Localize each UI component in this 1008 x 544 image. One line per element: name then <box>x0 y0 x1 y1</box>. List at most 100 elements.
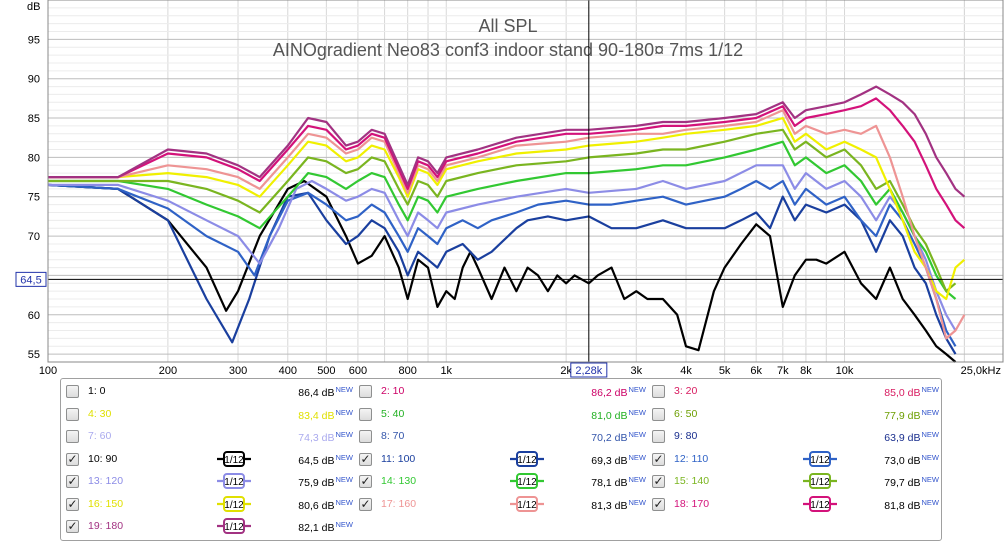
swatch-smoothing-label: 1/12 <box>517 477 537 488</box>
x-tick-label: 25,0kHz <box>961 365 1001 377</box>
legend-new-badge: NEW <box>921 497 940 507</box>
y-tick-label: 75 <box>28 192 40 204</box>
legend-item[interactable]: ✓ 11: 100 1/12 69,3 dBNEW <box>354 450 646 471</box>
legend-item[interactable]: ✓ 12: 110 1/12 73,0 dBNEW <box>647 450 940 471</box>
legend-value-text: 64,5 dB <box>298 454 335 467</box>
y-tick-label: 80 <box>28 152 40 164</box>
y-tick-label: 60 <box>28 310 40 322</box>
swatch-smoothing-label: 1/12 <box>810 500 830 511</box>
x-tick-label: 600 <box>349 365 367 377</box>
cursor-x-readout-box <box>570 362 608 378</box>
x-tick-label: 4k <box>680 365 692 377</box>
legend-new-badge: NEW <box>335 475 354 484</box>
legend-item[interactable]: 9: 80 63,9 dBNEW <box>647 428 940 448</box>
legend-swatch-button[interactable]: 1/12 <box>803 473 837 489</box>
legend-new-badge: NEW <box>921 430 940 439</box>
checkbox-unchecked[interactable] <box>652 407 665 421</box>
legend-swatch-button[interactable]: 1/12 <box>510 495 544 512</box>
checkbox-checked[interactable]: ✓ <box>66 451 79 466</box>
legend-item[interactable]: ✓ 15: 140 1/12 79,7 dBNEW <box>647 473 939 493</box>
checkbox-unchecked[interactable] <box>66 385 79 398</box>
legend-item-value: 86,4 dBNEW <box>281 385 353 399</box>
legend-item[interactable]: ✓ 10: 90 1/12 64,5 dBNEW <box>61 450 353 471</box>
legend-swatch-button[interactable]: 1/12 <box>510 473 544 489</box>
series-line-19 <box>48 85 966 198</box>
legend-new-badge: NEW <box>921 475 940 484</box>
checkbox-checked[interactable]: ✓ <box>359 496 372 511</box>
swatch-smoothing-label: 1/12 <box>810 455 830 466</box>
checkbox-checked[interactable]: ✓ <box>66 519 79 533</box>
swatch-smoothing-label: 1/12 <box>224 522 244 533</box>
legend-item[interactable]: ✓ 19: 180 1/12 82,1 dBNEW <box>61 518 354 538</box>
legend-item[interactable]: ✓ 16: 150 1/12 80,6 dBNEW <box>61 495 353 516</box>
x-tick-label: 6k <box>750 365 762 377</box>
legend-item-value: 79,7 dBNEW <box>867 475 939 489</box>
y-tick-label: 95 <box>28 34 40 46</box>
cursor-y-readout-box <box>15 271 47 287</box>
legend-item[interactable]: 4: 30 83,4 dBNEW <box>61 406 354 426</box>
x-tick-label: 3k <box>630 365 642 377</box>
legend-item-label: 14: 130 <box>381 475 417 487</box>
checkbox-checked[interactable]: ✓ <box>652 474 665 488</box>
legend-item[interactable]: 8: 70 70,2 dBNEW <box>354 428 647 448</box>
legend-swatch-button[interactable]: 1/12 <box>217 450 251 467</box>
legend-value-text: 86,4 dB <box>298 387 335 399</box>
legend-item[interactable]: 2: 10 86,2 dBNEW <box>354 383 646 403</box>
legend-item[interactable]: 6: 50 77,9 dBNEW <box>647 406 939 426</box>
legend-swatch-button[interactable]: 1/12 <box>510 450 544 467</box>
swatch-smoothing-label: 1/12 <box>517 500 537 511</box>
legend-swatch-button[interactable]: 1/12 <box>217 518 251 534</box>
legend-new-badge: NEW <box>335 497 354 507</box>
legend-item[interactable]: ✓ 13: 120 1/12 75,9 dBNEW <box>61 473 354 493</box>
legend-value-text: 63,9 dB <box>884 432 921 444</box>
legend-item-label: 19: 180 <box>88 520 124 532</box>
legend-swatch-button[interactable]: 1/12 <box>217 495 251 512</box>
cursor-x-readout: 2,28k <box>575 365 602 377</box>
legend-item[interactable]: ✓ 18: 170 1/12 81,8 dBNEW <box>647 495 940 516</box>
legend-item[interactable]: 5: 40 81,0 dBNEW <box>354 406 646 426</box>
cursor[interactable]: 64,5 2,28k <box>15 0 1003 378</box>
legend-item-label: 6: 50 <box>674 407 698 420</box>
checkbox-unchecked[interactable] <box>652 430 665 443</box>
checkbox-unchecked[interactable] <box>359 430 372 443</box>
checkbox-unchecked[interactable] <box>359 407 372 421</box>
checkbox-unchecked[interactable] <box>66 407 79 421</box>
checkbox-checked[interactable]: ✓ <box>652 451 665 466</box>
legend-new-badge: NEW <box>628 430 647 439</box>
legend-item-label: 13: 120 <box>88 475 124 487</box>
y-tick-label: 90 <box>28 74 40 86</box>
checkbox-checked[interactable]: ✓ <box>66 474 79 488</box>
y-tick-label: 70 <box>28 231 40 243</box>
legend-item[interactable]: ✓ 17: 160 1/12 81,3 dBNEW <box>354 495 646 516</box>
checkbox-checked[interactable]: ✓ <box>359 474 372 488</box>
legend-value-text: 69,3 dB <box>591 454 628 467</box>
legend-item[interactable]: 1: 0 86,4 dBNEW <box>61 383 353 403</box>
checkbox-checked[interactable]: ✓ <box>66 496 79 511</box>
checkbox-checked[interactable]: ✓ <box>359 451 372 466</box>
y-axis-ticks: 959085807570656055 <box>28 34 40 361</box>
x-tick-label: 1k <box>440 365 452 377</box>
legend-new-badge: NEW <box>335 407 354 417</box>
legend-swatch-button[interactable]: 1/12 <box>803 450 837 467</box>
legend-new-badge: NEW <box>335 520 354 529</box>
legend-item[interactable]: ✓ 14: 130 1/12 78,1 dBNEW <box>354 473 646 493</box>
legend-item-value: 85,0 dBNEW <box>867 385 939 399</box>
legend-new-badge: NEW <box>335 385 354 394</box>
legend-item-value: 64,5 dBNEW <box>281 453 353 467</box>
legend-item-label: 17: 160 <box>381 497 417 510</box>
legend-value-text: 79,7 dB <box>884 477 921 489</box>
legend-item[interactable]: 7: 60 74,3 dBNEW <box>61 428 353 448</box>
checkbox-checked[interactable]: ✓ <box>652 496 665 511</box>
legend-item-value: 78,1 dBNEW <box>574 475 646 489</box>
legend-swatch-button[interactable]: 1/12 <box>803 495 837 512</box>
legend-swatch-button[interactable]: 1/12 <box>217 473 251 489</box>
checkbox-unchecked[interactable] <box>359 385 372 398</box>
legend-item-label: 4: 30 <box>88 407 112 420</box>
legend-item-value: 80,6 dBNEW <box>281 498 353 512</box>
checkbox-unchecked[interactable] <box>66 430 79 443</box>
legend-item[interactable]: 3: 20 85,0 dBNEW <box>647 383 939 403</box>
checkbox-unchecked[interactable] <box>652 385 665 398</box>
x-axis-ticks: 100 200 300 400 500 600 800 1k 2k 3k 4k 5k 6k 7k 8k 10k… <box>39 365 1001 377</box>
y-axis-label: dB <box>27 1 40 13</box>
legend-new-badge: NEW <box>921 452 940 462</box>
